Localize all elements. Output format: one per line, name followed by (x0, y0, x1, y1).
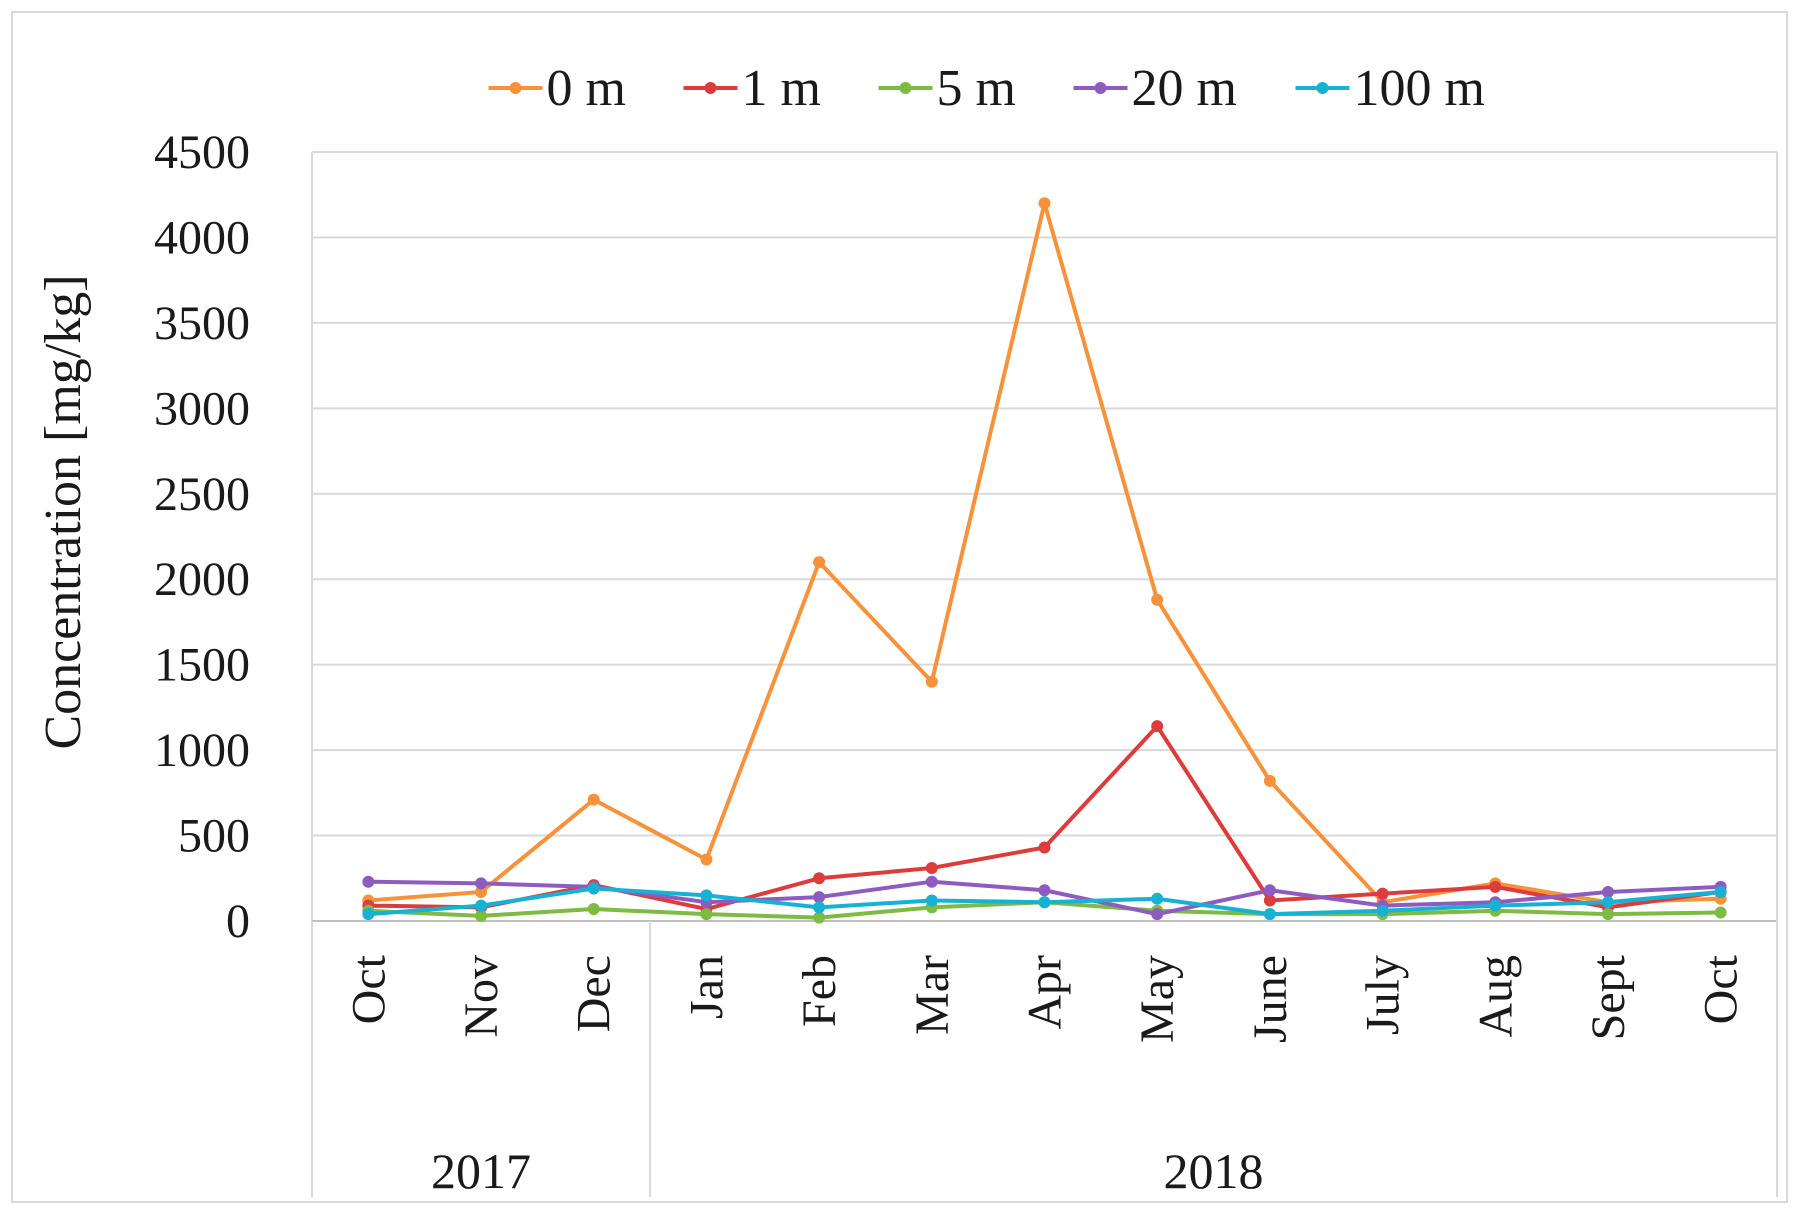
x-tick-label: Nov (455, 955, 508, 1038)
data-point (1263, 774, 1276, 787)
data-point (925, 675, 938, 688)
data-point (1038, 896, 1051, 909)
data-point (1489, 880, 1502, 893)
y-tick-label: 2500 (154, 468, 250, 521)
data-point (1601, 896, 1614, 909)
y-tick-label: 3500 (154, 297, 250, 350)
data-point (925, 875, 938, 888)
y-tick-label: 0 (226, 895, 250, 948)
x-tick-label: Dec (568, 955, 621, 1032)
data-point (1038, 884, 1051, 897)
data-point (813, 891, 826, 904)
data-point (1376, 887, 1389, 900)
data-point (475, 899, 488, 912)
data-point (1038, 841, 1051, 854)
data-point (1376, 904, 1389, 917)
legend: 0 m 1 m 5 m 20 m 100 m (488, 60, 1485, 117)
y-tick-label: 1500 (154, 639, 250, 692)
legend-label: 20 m (1132, 60, 1237, 117)
data-point (813, 901, 826, 914)
legend-label: 1 m (742, 60, 821, 117)
legend-marker (509, 82, 522, 94)
x-tick-label: July (1357, 955, 1410, 1035)
chart-frame (11, 11, 1788, 1203)
data-point (1038, 197, 1051, 210)
data-point (1151, 908, 1164, 921)
data-point (700, 908, 713, 921)
data-point (1151, 593, 1164, 606)
data-point (1489, 899, 1502, 912)
legend-marker (1316, 82, 1329, 94)
y-tick-label: 4000 (154, 211, 250, 264)
data-point (475, 885, 488, 898)
legend-marker (1094, 82, 1107, 94)
x-tick-label: Mar (906, 955, 959, 1035)
data-point (1714, 906, 1727, 919)
legend-label: 5 m (937, 60, 1016, 117)
data-point (1263, 894, 1276, 907)
data-point (925, 894, 938, 907)
x-tick-label: Apr (1019, 955, 1072, 1030)
data-point (587, 793, 600, 806)
legend-marker (704, 82, 717, 94)
axes: 0 500 1000 1500 2000 2500 3000 3500 4000 4500 Oct N… (154, 126, 1778, 1199)
gridlines (312, 151, 1777, 837)
y-axis-title: Concentration [mg/kg] (35, 274, 92, 749)
data-point (475, 877, 488, 890)
legend-marker (899, 82, 912, 94)
series-lines (362, 197, 1727, 924)
data-point (1601, 885, 1614, 898)
x-tick-label: Feb (793, 955, 846, 1027)
data-point (700, 853, 713, 866)
y-tick-label: 2000 (154, 553, 250, 606)
data-point (813, 556, 826, 569)
y-tick-label: 1000 (154, 724, 250, 777)
x-tick-label: Jan (680, 955, 733, 1019)
data-point (1151, 720, 1164, 733)
year-label: 2017 (431, 1143, 531, 1199)
x-tick-label: Aug (1469, 955, 1522, 1038)
data-point (1151, 892, 1164, 905)
data-point (362, 875, 375, 888)
year-label: 2018 (1164, 1143, 1264, 1199)
data-point (587, 903, 600, 916)
x-tick-label: May (1131, 955, 1184, 1043)
legend-label: 0 m (547, 60, 626, 117)
y-tick-label: 500 (178, 810, 250, 863)
data-point (1601, 908, 1614, 921)
y-tick-label: 4500 (154, 126, 250, 179)
data-point (925, 862, 938, 875)
data-point (587, 882, 600, 895)
data-point (1714, 885, 1727, 898)
x-tick-label: June (1244, 955, 1297, 1043)
legend-label: 100 m (1354, 60, 1485, 117)
data-point (362, 908, 375, 921)
x-tick-label: Sept (1582, 954, 1635, 1040)
x-tick-label: Oct (1695, 954, 1748, 1024)
y-tick-label: 3000 (154, 382, 250, 435)
data-point (700, 889, 713, 902)
x-tick-label: Oct (342, 954, 395, 1024)
data-point (813, 911, 826, 924)
data-point (1263, 884, 1276, 897)
data-point (475, 909, 488, 922)
data-point (1263, 908, 1276, 921)
data-point (813, 872, 826, 885)
